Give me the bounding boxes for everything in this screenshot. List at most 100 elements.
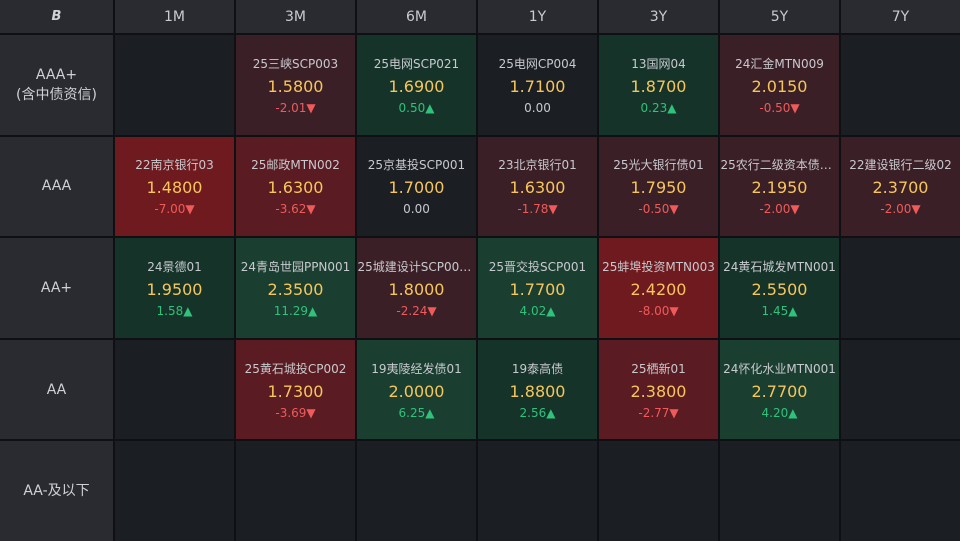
bond-change: 11.29▲ xyxy=(273,303,318,318)
bond-name: 25栖新01 xyxy=(631,361,686,376)
bond-change: 0.00 xyxy=(403,202,430,217)
bond-change: -2.24▼ xyxy=(396,303,437,318)
bond-change: 0.50▲ xyxy=(398,100,435,115)
tenor-header-3m[interactable]: 3M xyxy=(236,0,355,33)
bond-cell[interactable]: 23北京银行01 1.6300 -1.78▼ xyxy=(478,136,597,237)
bond-name: 24青岛世园PPN001 xyxy=(240,259,351,274)
bond-change: -3.62▼ xyxy=(275,202,316,217)
bond-yield: 1.9500 xyxy=(146,279,203,299)
bond-change: -1.78▼ xyxy=(517,202,558,217)
bond-yield: 2.1950 xyxy=(751,178,808,198)
bond-yield: 2.3700 xyxy=(872,178,929,198)
bond-yield: 2.0000 xyxy=(388,381,445,401)
empty-cell xyxy=(841,441,960,541)
bond-cell[interactable]: 25栖新01 2.3800 -2.77▼ xyxy=(599,339,718,440)
bond-name: 19泰高债 xyxy=(511,361,564,376)
rating-label-aa-minus-and-below: AA-及以下 xyxy=(0,441,113,541)
bond-cell[interactable]: 24怀化水业MTN001 2.7700 4.20▲ xyxy=(720,339,839,440)
bond-name: 13国网04 xyxy=(631,56,686,71)
tenor-header-6m[interactable]: 6M xyxy=(357,0,476,33)
bond-change: -0.50▼ xyxy=(759,100,800,115)
empty-cell xyxy=(841,35,960,135)
bond-name: 19夷陵经发债01 xyxy=(371,361,462,376)
bond-change: -0.50▼ xyxy=(638,202,679,217)
bond-cell[interactable]: 25城建设计SCP002... 1.8000 -2.24▼ xyxy=(357,238,476,338)
empty-cell xyxy=(841,238,960,338)
bond-cell[interactable]: 19泰高债 1.8800 2.56▲ xyxy=(478,339,597,440)
bond-cell[interactable]: 25蚌埠投资MTN003 2.4200 -8.00▼ xyxy=(599,238,718,338)
bond-yield: 1.7100 xyxy=(509,76,566,96)
bond-cell[interactable]: 25京基投SCP001 1.7000 0.00 xyxy=(357,136,476,237)
tenor-header-1y[interactable]: 1Y xyxy=(478,0,597,33)
bond-change: -8.00▼ xyxy=(638,303,679,318)
bond-name: 25晋交投SCP001 xyxy=(488,259,587,274)
bond-cell[interactable]: 25农行二级资本债0... 2.1950 -2.00▼ xyxy=(720,136,839,237)
bond-cell[interactable]: 19夷陵经发债01 2.0000 6.25▲ xyxy=(357,339,476,440)
bond-yield: 1.7950 xyxy=(630,178,687,198)
bond-name: 25城建设计SCP002... xyxy=(357,259,476,274)
bond-name: 24黄石城发MTN001 xyxy=(723,259,836,274)
bond-yield: 1.5800 xyxy=(267,76,324,96)
bond-name: 25蚌埠投资MTN003 xyxy=(602,259,715,274)
bond-yield: 1.8700 xyxy=(630,76,687,96)
bond-yield: 2.5500 xyxy=(751,279,808,299)
tenor-header-3y[interactable]: 3Y xyxy=(599,0,718,33)
bond-change: 1.45▲ xyxy=(761,303,798,318)
bond-cell[interactable]: 22建设银行二级02 2.3700 -2.00▼ xyxy=(841,136,960,237)
bond-change: 1.58▲ xyxy=(156,303,193,318)
empty-cell xyxy=(115,339,234,440)
bond-cell[interactable]: 24黄石城发MTN001 2.5500 1.45▲ xyxy=(720,238,839,338)
bond-name: 24景德01 xyxy=(147,259,202,274)
bond-cell[interactable]: 24青岛世园PPN001 2.3500 11.29▲ xyxy=(236,238,355,338)
rating-label-line: AAA+ xyxy=(35,66,78,83)
bond-name: 25农行二级资本债0... xyxy=(720,158,839,173)
bond-cell[interactable]: 22南京银行03 1.4800 -7.00▼ xyxy=(115,136,234,237)
rating-label-line: (含中债资信) xyxy=(16,86,97,103)
bond-cell[interactable]: 25黄石城投CP002 1.7300 -3.69▼ xyxy=(236,339,355,440)
bond-yield: 2.3500 xyxy=(267,279,324,299)
bond-yield: 1.7300 xyxy=(267,381,324,401)
bond-cell[interactable]: 13国网04 1.8700 0.23▲ xyxy=(599,35,718,135)
rating-label-line: AA-及以下 xyxy=(23,483,90,500)
rating-label-aaa: AAA xyxy=(0,136,113,237)
empty-cell xyxy=(236,441,355,541)
corner-logo: B xyxy=(0,0,113,33)
bond-change: 6.25▲ xyxy=(398,405,435,420)
bond-name: 22南京银行03 xyxy=(135,158,214,173)
bond-change: -2.00▼ xyxy=(880,202,921,217)
bond-change: 0.00 xyxy=(524,100,551,115)
empty-cell xyxy=(115,35,234,135)
bond-change: -2.01▼ xyxy=(275,100,316,115)
bond-yield: 1.7700 xyxy=(509,279,566,299)
empty-cell xyxy=(478,441,597,541)
bond-name: 24怀化水业MTN001 xyxy=(723,361,836,376)
bond-cell[interactable]: 24汇金MTN009 2.0150 -0.50▼ xyxy=(720,35,839,135)
bond-cell[interactable]: 25光大银行债01 1.7950 -0.50▼ xyxy=(599,136,718,237)
bond-change: 2.56▲ xyxy=(519,405,556,420)
bond-change: 4.20▲ xyxy=(761,405,798,420)
bond-cell[interactable]: 24景德01 1.9500 1.58▲ xyxy=(115,238,234,338)
bond-name: 25黄石城投CP002 xyxy=(244,361,347,376)
bond-yield: 2.3800 xyxy=(630,381,687,401)
empty-cell xyxy=(115,441,234,541)
bond-yield: 1.4800 xyxy=(146,178,203,198)
tenor-header-7y[interactable]: 7Y xyxy=(841,0,960,33)
bond-change: -2.00▼ xyxy=(759,202,800,217)
empty-cell xyxy=(841,339,960,440)
logo-icon: B xyxy=(51,9,62,24)
bond-cell[interactable]: 25电网SCP021 1.6900 0.50▲ xyxy=(357,35,476,135)
bond-change: -2.77▼ xyxy=(638,405,679,420)
tenor-header-5y[interactable]: 5Y xyxy=(720,0,839,33)
bond-name: 25京基投SCP001 xyxy=(367,158,466,173)
bond-change: 4.02▲ xyxy=(519,303,556,318)
bond-cell[interactable]: 25电网CP004 1.7100 0.00 xyxy=(478,35,597,135)
bond-cell[interactable]: 25晋交投SCP001 1.7700 4.02▲ xyxy=(478,238,597,338)
bond-name: 25三峡SCP003 xyxy=(252,56,339,71)
bond-cell[interactable]: 25邮政MTN002 1.6300 -3.62▼ xyxy=(236,136,355,237)
bond-name: 24汇金MTN009 xyxy=(735,56,824,71)
rating-label-aaa-plus: AAA+ (含中债资信) xyxy=(0,35,113,135)
bond-name: 22建设银行二级02 xyxy=(849,158,952,173)
tenor-header-1m[interactable]: 1M xyxy=(115,0,234,33)
bond-cell[interactable]: 25三峡SCP003 1.5800 -2.01▼ xyxy=(236,35,355,135)
